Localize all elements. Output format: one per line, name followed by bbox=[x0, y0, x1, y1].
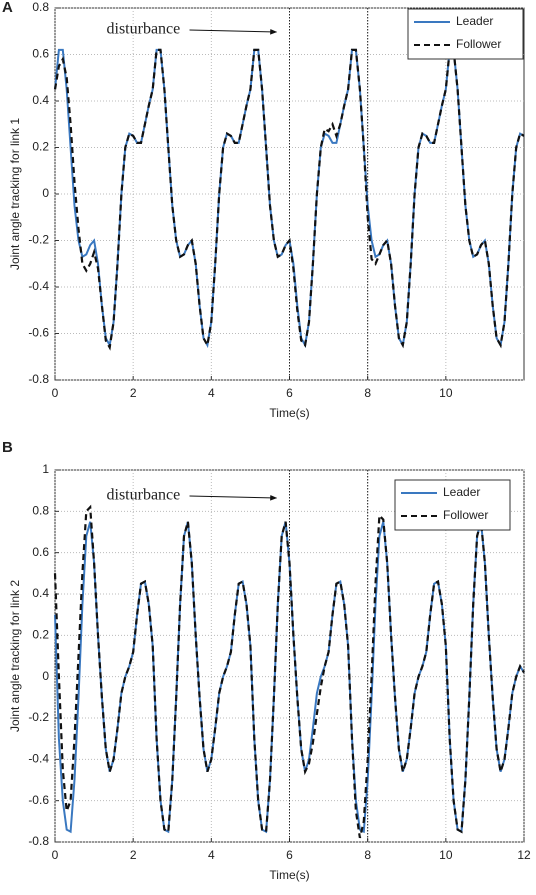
annotation-arrow bbox=[189, 495, 278, 501]
y-tick-label: 0.8 bbox=[32, 0, 49, 14]
series-line bbox=[53, 48, 525, 351]
x-tick-label: 4 bbox=[208, 848, 215, 862]
y-tick-label: -0.6 bbox=[28, 326, 49, 340]
y-tick-label: 0.2 bbox=[32, 628, 49, 642]
y-tick-label: -0.4 bbox=[28, 752, 49, 766]
x-tick-label: 12 bbox=[517, 848, 531, 862]
x-tick-label: 6 bbox=[286, 848, 293, 862]
y-tick-label: 0.4 bbox=[32, 93, 49, 107]
annotation: disturbance bbox=[107, 487, 181, 504]
x-axis-label: Time(s) bbox=[269, 868, 309, 882]
legend-box bbox=[394, 479, 511, 531]
y-tick-label: 0 bbox=[42, 669, 49, 683]
y-tick-label: 0.8 bbox=[32, 504, 49, 518]
x-axis-label: Time(s) bbox=[269, 406, 309, 420]
y-tick-label: 0.6 bbox=[32, 47, 49, 61]
x-tick-label: 8 bbox=[364, 386, 371, 400]
y-tick-label: 0.6 bbox=[32, 545, 49, 559]
y-tick-label: -0.2 bbox=[28, 233, 49, 247]
y-tick-label: -0.8 bbox=[28, 834, 49, 848]
series-line bbox=[53, 504, 525, 839]
panel-label: B bbox=[2, 439, 13, 456]
y-tick-label: 0 bbox=[42, 186, 49, 200]
y-tick-label: 0.4 bbox=[32, 586, 49, 600]
x-tick-label: 10 bbox=[439, 386, 453, 400]
legend-label: Follower bbox=[443, 508, 488, 522]
panel-label: A bbox=[2, 0, 13, 16]
y-axis-label: Joint angle tracking for link 2 bbox=[8, 580, 22, 732]
y-tick-label: 1 bbox=[42, 462, 49, 476]
y-tick-label: -0.6 bbox=[28, 793, 49, 807]
x-tick-label: 0 bbox=[52, 848, 59, 862]
y-tick-label: -0.4 bbox=[28, 279, 49, 293]
annotation-arrow bbox=[189, 29, 278, 35]
y-axis-label: Joint angle tracking for link 1 bbox=[8, 118, 22, 270]
x-tick-label: 2 bbox=[130, 848, 137, 862]
x-tick-label: 8 bbox=[364, 848, 371, 862]
x-tick-label: 10 bbox=[439, 848, 453, 862]
annotation: disturbance bbox=[107, 21, 181, 38]
y-tick-label: 0.2 bbox=[32, 140, 49, 154]
y-tick-label: -0.8 bbox=[28, 372, 49, 386]
x-tick-label: 4 bbox=[208, 386, 215, 400]
legend-label: Leader bbox=[443, 485, 480, 499]
x-tick-label: 6 bbox=[286, 386, 293, 400]
x-tick-label: 0 bbox=[52, 386, 59, 400]
legend-label: Leader bbox=[456, 14, 493, 28]
x-tick-label: 2 bbox=[130, 386, 137, 400]
y-tick-label: -0.2 bbox=[28, 710, 49, 724]
legend-label: Follower bbox=[456, 37, 501, 51]
legend-box bbox=[407, 8, 524, 60]
